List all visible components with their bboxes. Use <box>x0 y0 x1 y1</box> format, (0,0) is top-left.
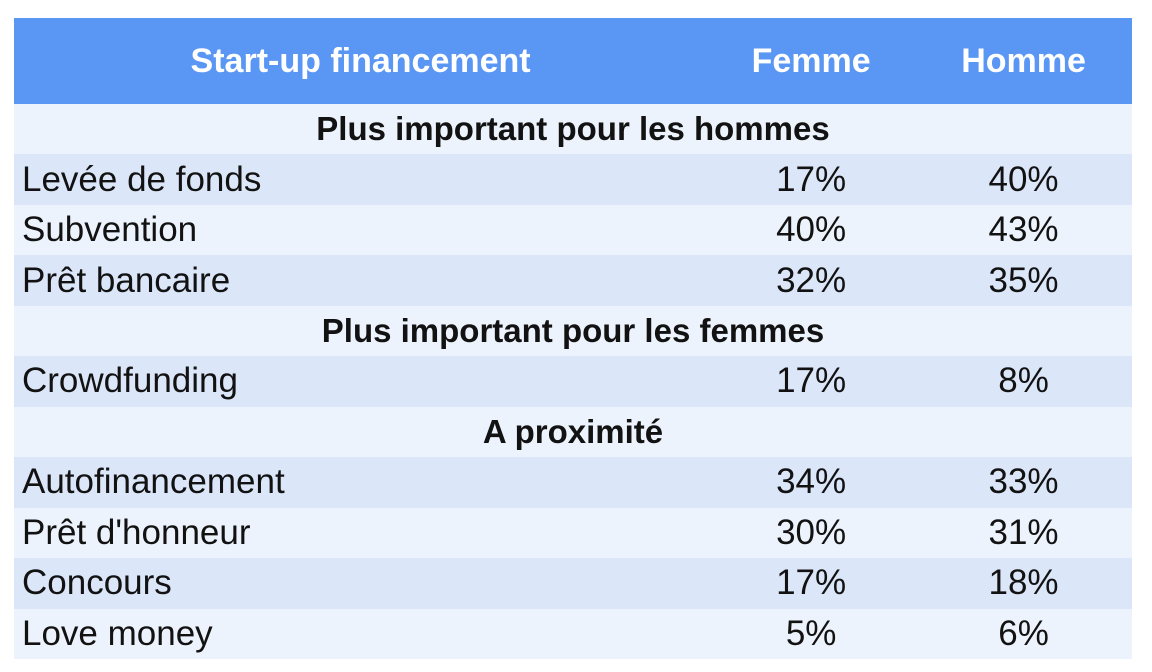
femme-value: 17% <box>776 563 847 603</box>
row-label: Levée de fonds <box>22 159 262 199</box>
row-label: Prêt bancaire <box>22 260 231 300</box>
femme-value: 5% <box>785 613 837 653</box>
table-body: Plus important pour les hommes Levée de f… <box>14 104 1132 659</box>
table-row: Prêt bancaire 32% 35% <box>14 255 1132 306</box>
homme-value: 18% <box>988 563 1059 603</box>
table-header-row: Start-up financement Femme Homme <box>14 18 1132 104</box>
section-header-row: A proximité <box>14 406 1132 458</box>
row-label: Crowdfunding <box>22 361 238 401</box>
row-label: Subvention <box>22 210 198 250</box>
row-label: Autofinancement <box>22 462 285 502</box>
section-header-label: Plus important pour les hommes <box>316 110 830 148</box>
row-label: Love money <box>22 613 213 653</box>
homme-value: 8% <box>998 361 1049 401</box>
homme-value: 33% <box>988 462 1059 502</box>
table-row: Prêt d'honneur 30% 31% <box>14 507 1132 559</box>
table-row: Love money 5% 6% <box>14 608 1132 659</box>
header-cell-femme: Femme <box>751 41 871 80</box>
section-header-label: Plus important pour les femmes <box>321 312 825 350</box>
table-row: Levée de fonds 17% 40% <box>14 154 1132 205</box>
femme-value: 30% <box>776 512 847 552</box>
table-row: Subvention 40% 43% <box>14 204 1132 256</box>
header-cell-startup-financement: Start-up financement <box>190 41 531 80</box>
homme-value: 40% <box>988 159 1059 199</box>
homme-value: 31% <box>988 512 1059 552</box>
femme-value: 34% <box>776 462 847 502</box>
table-row: Autofinancement 34% 33% <box>14 457 1132 508</box>
table-row: Concours 17% 18% <box>14 558 1132 609</box>
femme-value: 17% <box>776 361 847 401</box>
femme-value: 40% <box>776 210 847 250</box>
homme-value: 43% <box>988 210 1059 250</box>
table-row: Crowdfunding 17% 8% <box>14 356 1132 407</box>
homme-value: 35% <box>988 260 1059 300</box>
row-label: Prêt d'honneur <box>22 512 251 552</box>
homme-value: 6% <box>998 613 1049 653</box>
femme-value: 32% <box>776 260 847 300</box>
femme-value: 17% <box>776 159 847 199</box>
section-header-row: Plus important pour les femmes <box>14 305 1132 357</box>
row-label: Concours <box>22 563 172 603</box>
header-cell-homme: Homme <box>961 41 1086 80</box>
section-header-row: Plus important pour les hommes <box>14 104 1132 155</box>
financing-table: Start-up financement Femme Homme Plus im… <box>14 18 1132 659</box>
section-header-label: A proximité <box>482 412 664 450</box>
